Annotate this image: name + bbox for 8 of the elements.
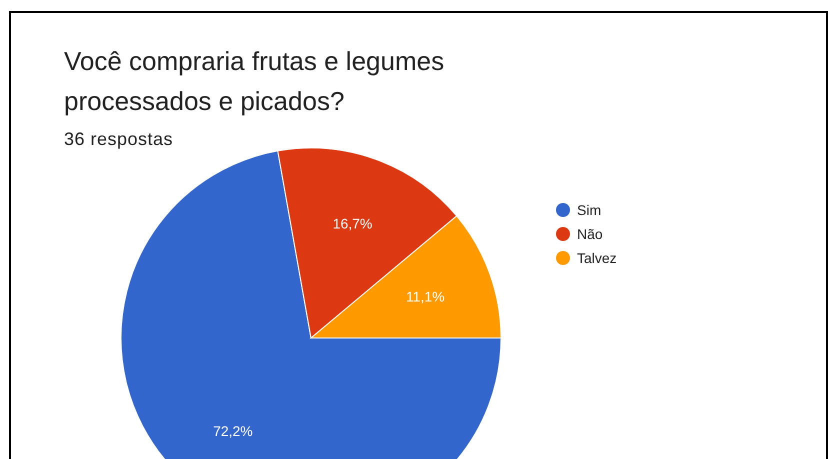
data-label: 16,7% <box>332 216 372 232</box>
chart-subtitle: 36 respostas <box>64 129 174 149</box>
data-label: 72,2% <box>213 423 253 440</box>
legend-label: Talvez <box>577 250 617 266</box>
chart-title: Você compraria frutas e legumes processados e picados? <box>64 46 444 116</box>
legend-label: Sim <box>577 202 602 218</box>
legend-label: Não <box>577 226 603 242</box>
data-label: 11,1% <box>406 288 445 304</box>
